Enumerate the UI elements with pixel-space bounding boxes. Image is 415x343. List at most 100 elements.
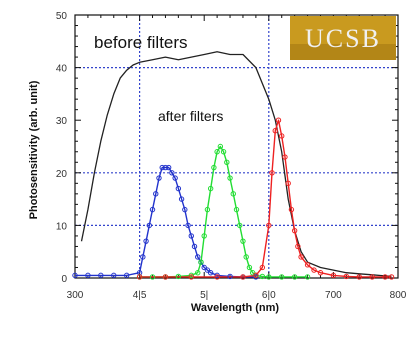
data-point-blue (227, 273, 233, 280)
data-point-blue (201, 264, 207, 271)
data-point-red (214, 274, 220, 280)
data-point-blue (175, 185, 182, 192)
data-point-green (220, 149, 227, 155)
data-point-red (304, 262, 311, 268)
data-point-red (282, 154, 288, 160)
data-point-blue (165, 164, 172, 171)
data-point-blue (204, 267, 211, 273)
y-tick-label: 40 (56, 64, 68, 75)
data-point-blue (140, 254, 146, 260)
y-tick-label: 10 (56, 221, 68, 232)
data-point-red (253, 272, 259, 279)
data-point-red (356, 274, 362, 280)
data-point-green (291, 274, 298, 280)
data-point-blue (156, 175, 162, 181)
data-point-blue (195, 254, 201, 260)
y-tick-label: 30 (56, 116, 68, 127)
data-point-red (279, 133, 285, 139)
data-point-green (217, 143, 224, 150)
series-line-before (80, 51, 392, 278)
data-point-blue (188, 233, 194, 239)
x-tick-label: 5| (200, 290, 208, 301)
data-point-green (175, 273, 182, 280)
y-axis-label: Photosensitivity (arb. unit) (28, 80, 40, 219)
data-point-green (188, 272, 194, 279)
data-point-blue (185, 222, 191, 229)
ucsb-logo: UCSB (290, 16, 396, 60)
data-point-blue (153, 191, 159, 197)
series-line-green (139, 145, 308, 278)
data-point-green (240, 238, 246, 244)
x-axis-label: Wavelength (nm) (191, 302, 280, 314)
grid-lines (75, 15, 398, 278)
x-tick-label: 700 (325, 290, 342, 301)
series-line-red (139, 119, 392, 278)
data-point-blue (98, 272, 104, 279)
data-point-green (230, 191, 236, 197)
data-point-red (259, 264, 266, 271)
data-point-red (162, 274, 169, 280)
logo-text: UCSB (305, 24, 381, 53)
data-point-red (369, 274, 375, 280)
data-point-blue (253, 274, 259, 280)
x-tick-label: 300 (67, 290, 84, 301)
data-point-blue (143, 238, 149, 244)
data-point-blue (162, 164, 169, 171)
data-point-blue (149, 206, 156, 213)
data-point-blue (146, 222, 152, 229)
data-point-green (227, 175, 233, 181)
data-point-blue (178, 196, 185, 202)
data-point-red (311, 267, 317, 273)
data-point-green (246, 264, 253, 271)
data-point-green (224, 159, 230, 165)
data-point-blue (123, 272, 130, 279)
data-point-blue (85, 272, 91, 279)
data-point-green (207, 185, 214, 192)
data-point-blue (159, 164, 165, 171)
x-tick-label: 800 (390, 290, 407, 301)
data-point-green (237, 222, 243, 229)
data-point-red (317, 270, 324, 276)
data-point-green (279, 274, 285, 280)
data-point-green (195, 270, 201, 276)
data-point-blue (182, 206, 188, 213)
series-lines (75, 51, 392, 278)
data-point-green (201, 233, 207, 239)
data-point-green (304, 274, 311, 280)
annotation-before-filters: before filters (94, 33, 188, 52)
data-point-red (298, 254, 304, 260)
data-point-red (275, 117, 282, 123)
data-point-red (388, 274, 395, 280)
data-point-red (266, 222, 272, 229)
data-point-red (269, 170, 275, 176)
logo-shade (290, 44, 396, 60)
data-point-green (249, 270, 256, 276)
data-point-red (343, 273, 350, 280)
data-point-red (272, 128, 278, 134)
data-point-red (240, 274, 246, 280)
data-point-green (198, 259, 204, 265)
data-point-red (295, 243, 301, 250)
axis-ticks: 300 4|5 5| 6|0 700 800 0 10 20 30 40 50 (56, 11, 407, 301)
data-point-green (243, 254, 249, 260)
data-point-green (266, 274, 272, 280)
data-point-green (233, 206, 240, 213)
data-point-red (136, 274, 143, 280)
y-tick-label: 0 (61, 274, 67, 285)
y-tick-label: 50 (56, 11, 68, 22)
data-point-blue (207, 270, 214, 276)
annotation-after-filters: after filters (158, 108, 223, 124)
data-point-green (259, 273, 266, 280)
data-point-blue (111, 272, 117, 279)
y-tick-label: 20 (56, 169, 68, 180)
data-point-red (188, 274, 194, 280)
data-point-red (288, 206, 295, 213)
data-point-green (149, 274, 156, 280)
plot-frame (74, 14, 399, 279)
series-line-blue (75, 166, 256, 278)
data-point-red (330, 272, 337, 279)
data-point-blue (214, 272, 220, 279)
data-point-red (291, 227, 298, 234)
data-point-blue (169, 170, 175, 176)
data-point-red (382, 274, 388, 280)
